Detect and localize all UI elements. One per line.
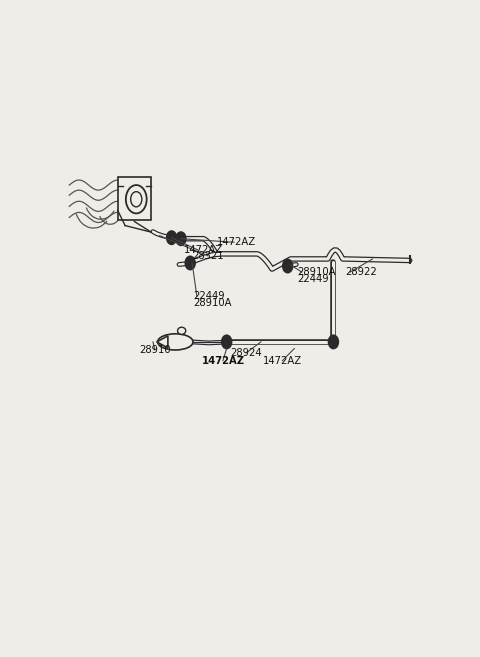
Circle shape bbox=[167, 231, 177, 244]
Circle shape bbox=[283, 260, 292, 273]
Text: 28910A: 28910A bbox=[297, 267, 336, 277]
Text: 1472AZ: 1472AZ bbox=[217, 237, 256, 247]
Polygon shape bbox=[156, 336, 168, 348]
Ellipse shape bbox=[178, 327, 186, 334]
Circle shape bbox=[185, 256, 195, 269]
Text: 28910A: 28910A bbox=[193, 298, 232, 308]
Text: 1472AZ: 1472AZ bbox=[184, 245, 223, 255]
Circle shape bbox=[176, 232, 186, 245]
Ellipse shape bbox=[157, 334, 193, 350]
Text: 28924: 28924 bbox=[230, 348, 262, 358]
Text: 28922: 28922 bbox=[346, 267, 377, 277]
Circle shape bbox=[222, 335, 231, 348]
Circle shape bbox=[329, 335, 338, 348]
Text: 28910: 28910 bbox=[139, 345, 171, 355]
Text: 22449: 22449 bbox=[193, 291, 225, 302]
Text: 1472AZ: 1472AZ bbox=[202, 355, 244, 366]
Text: 22449: 22449 bbox=[297, 274, 329, 284]
Text: 28321: 28321 bbox=[192, 251, 224, 261]
Text: 1472AZ: 1472AZ bbox=[263, 355, 302, 366]
